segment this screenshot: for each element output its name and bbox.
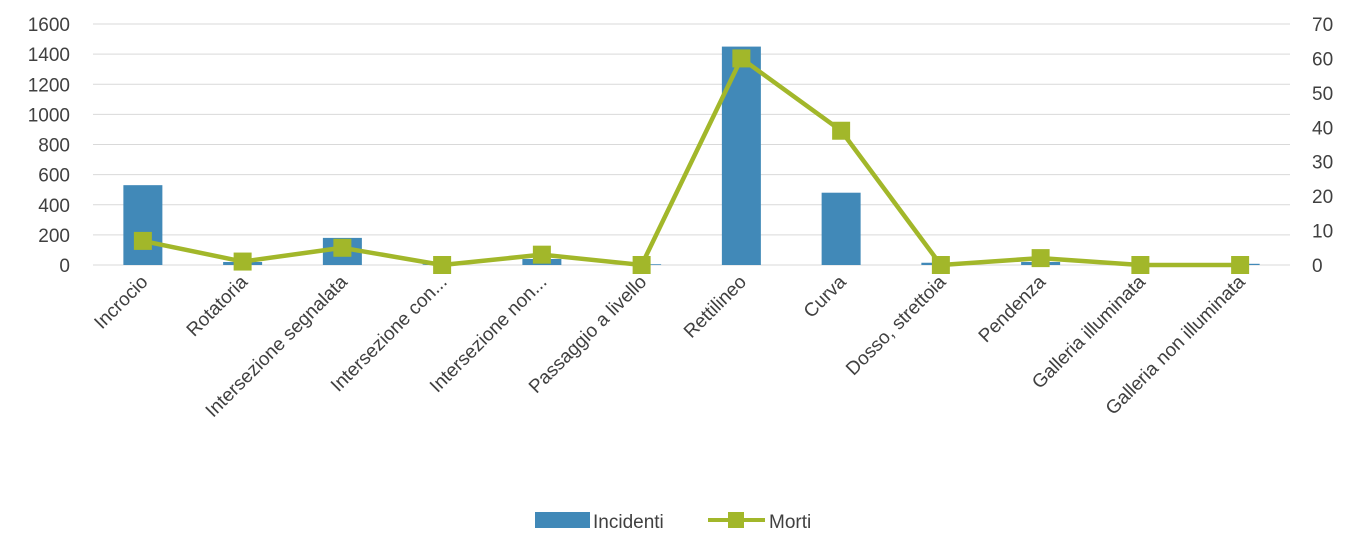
right-tick-label: 0 xyxy=(1312,256,1323,277)
left-tick-label: 1400 xyxy=(28,45,70,66)
gridlines xyxy=(93,23,1290,266)
marker-morti xyxy=(1031,249,1050,268)
right-tick-label: 50 xyxy=(1312,84,1333,105)
category-label: Pendenza xyxy=(975,271,1051,347)
left-tick-label: 1600 xyxy=(28,15,70,36)
right-tick-label: 20 xyxy=(1312,187,1333,208)
left-axis: 0 200 400 600 800 1000 1200 1400 1600 xyxy=(28,15,70,277)
marker-morti xyxy=(133,231,152,250)
right-tick-label: 40 xyxy=(1312,118,1333,139)
marker-morti xyxy=(433,256,452,274)
line-series-morti xyxy=(133,49,1250,274)
marker-morti xyxy=(532,245,551,264)
left-tick-label: 600 xyxy=(38,166,70,187)
legend-label-incidenti: Incidenti xyxy=(593,512,664,531)
category-label: Curva xyxy=(800,271,851,322)
legend: Incidenti Morti xyxy=(535,512,811,533)
marker-morti xyxy=(333,238,352,257)
left-tick-label: 200 xyxy=(38,226,70,247)
marker-morti xyxy=(732,49,751,68)
category-label: Dosso, strettoia xyxy=(842,271,950,379)
legend-swatch-incidenti xyxy=(535,512,590,528)
marker-morti xyxy=(233,252,252,271)
marker-morti xyxy=(1131,256,1150,274)
right-tick-label: 60 xyxy=(1312,49,1333,70)
marker-morti xyxy=(931,256,950,274)
bar-incidenti xyxy=(123,185,163,265)
left-tick-label: 800 xyxy=(38,136,70,157)
right-tick-label: 30 xyxy=(1312,153,1333,174)
category-label: Rettilineo xyxy=(680,272,751,343)
marker-morti xyxy=(632,256,651,274)
left-tick-label: 0 xyxy=(59,256,70,277)
bar-incidenti xyxy=(821,192,861,265)
bar-incidenti xyxy=(721,46,761,265)
right-tick-label: 70 xyxy=(1312,15,1333,36)
legend-label-morti: Morti xyxy=(769,512,811,531)
left-tick-label: 1000 xyxy=(28,105,70,126)
category-label: Rotatoria xyxy=(183,271,253,341)
left-tick-label: 400 xyxy=(38,196,70,217)
category-label: Incrocio xyxy=(91,272,153,334)
marker-morti xyxy=(1231,256,1250,274)
left-tick-label: 1200 xyxy=(28,75,70,96)
right-axis: 0 10 20 30 40 50 60 70 xyxy=(1312,15,1333,277)
marker-morti xyxy=(832,121,851,140)
line-morti xyxy=(142,56,1241,268)
legend-swatch-marker-morti xyxy=(728,512,744,528)
right-tick-label: 10 xyxy=(1312,222,1333,243)
bar-series-incidenti xyxy=(123,46,1260,265)
